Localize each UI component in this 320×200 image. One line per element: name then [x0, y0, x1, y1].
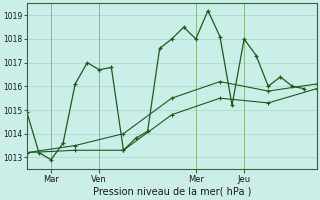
X-axis label: Pression niveau de la mer( hPa ): Pression niveau de la mer( hPa ): [92, 187, 251, 197]
